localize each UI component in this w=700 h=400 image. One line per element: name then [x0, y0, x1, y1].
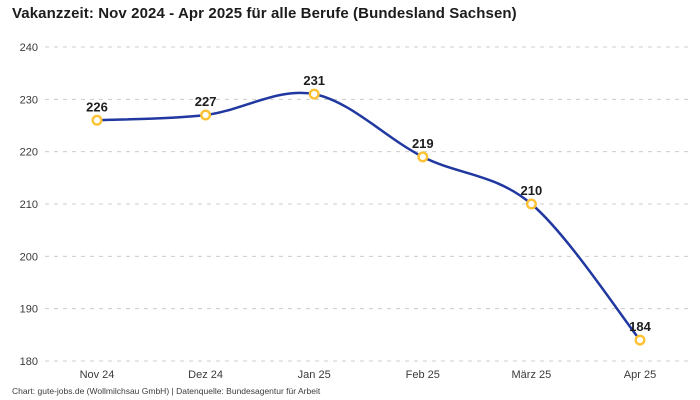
y-tick-label: 190	[20, 304, 38, 316]
data-point[interactable]	[308, 88, 320, 100]
x-tick-label: Feb 25	[406, 369, 440, 381]
y-tick-label: 230	[20, 94, 38, 106]
y-tick-label: 240	[20, 42, 38, 54]
data-point[interactable]	[200, 109, 212, 121]
chart-attribution: Chart: gute-jobs.de (Wollmilchsau GmbH) …	[12, 386, 321, 396]
data-point-label: 219	[412, 136, 434, 151]
x-tick-label: Nov 24	[80, 369, 115, 381]
data-point-label: 184	[629, 319, 651, 334]
data-point-label: 226	[86, 99, 108, 114]
x-tick-label: Dez 24	[188, 369, 223, 381]
x-tick-label: März 25	[512, 369, 552, 381]
data-point[interactable]	[417, 151, 429, 163]
y-tick-label: 220	[20, 147, 38, 159]
data-point[interactable]	[91, 114, 103, 126]
data-point-label: 227	[195, 94, 217, 109]
data-point-label: 210	[521, 183, 543, 198]
data-point[interactable]	[525, 198, 537, 210]
chart-title: Vakanzzeit: Nov 2024 - Apr 2025 für alle…	[12, 5, 517, 22]
y-tick-label: 200	[20, 251, 38, 263]
y-tick-label: 180	[20, 356, 38, 368]
x-tick-label: Jan 25	[298, 369, 331, 381]
series-line	[95, 91, 642, 342]
data-point[interactable]	[634, 334, 646, 346]
y-tick-label: 210	[20, 199, 38, 211]
x-tick-label: Apr 25	[624, 369, 656, 381]
data-point-label: 231	[303, 73, 325, 88]
